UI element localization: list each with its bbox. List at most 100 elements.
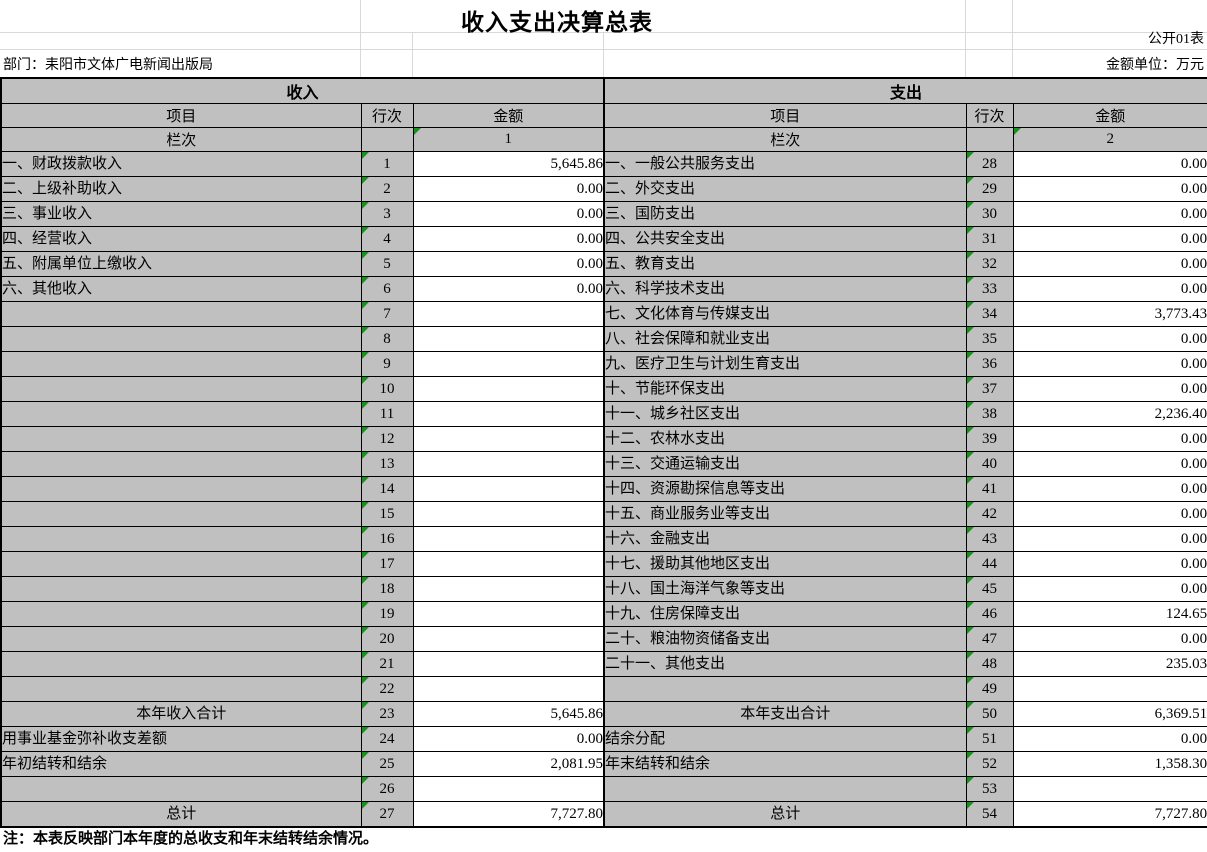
table-row: 五、附属单位上缴收入 5 0.00 五、教育支出 32 0.00 xyxy=(0,251,1207,277)
cell-flag-triangle-icon xyxy=(967,302,974,309)
footnote: 注：本表反映部门本年度的总收支和年末结转结余情况。 xyxy=(0,828,1207,852)
cell-flag-triangle-icon xyxy=(362,652,369,659)
gridline xyxy=(412,32,413,77)
expenditure-lanci-value: 2 xyxy=(1106,131,1115,147)
cell-flag-triangle-icon xyxy=(967,602,974,609)
cell-flag-triangle-icon xyxy=(362,152,369,159)
line-number-cell: 36 xyxy=(965,351,1014,377)
amount-cell: 0.00 xyxy=(412,201,605,227)
table-row: 三、事业收入 3 0.00 三、国防支出 30 0.00 xyxy=(0,201,1207,227)
amount-cell xyxy=(412,326,605,352)
table-row: 10 十、节能环保支出 37 0.00 xyxy=(0,376,1207,402)
line-number: 50 xyxy=(982,706,998,722)
item-label-cell xyxy=(0,501,362,527)
page-title: 收入支出决算总表 xyxy=(461,10,653,35)
line-number-cell: 12 xyxy=(360,426,414,452)
cell-flag-triangle-icon xyxy=(362,452,369,459)
sheet-header-area: 收入支出决算总表 公开01表 部门：耒阳市文体广电新闻出版局 金额单位：万元 xyxy=(0,0,1207,77)
line-number-cell: 53 xyxy=(965,776,1014,802)
item-label-cell: 十九、住房保障支出 xyxy=(603,601,967,627)
amount-cell: 0.00 xyxy=(1012,551,1207,577)
amount-cell: 0.00 xyxy=(1012,226,1207,252)
cell-flag-triangle-icon xyxy=(362,602,369,609)
item-label-cell: 结余分配 xyxy=(603,726,967,752)
line-number: 34 xyxy=(982,306,998,322)
amount-cell: 0.00 xyxy=(412,726,605,752)
line-number-cell: 20 xyxy=(360,626,414,652)
line-number-cell: 33 xyxy=(965,276,1014,302)
table-row: 7 七、文化体育与传媒支出 34 3,773.43 xyxy=(0,301,1207,327)
line-number: 19 xyxy=(379,606,395,622)
line-number: 51 xyxy=(982,731,998,747)
section-header-row: 收入 支出 xyxy=(0,77,1207,104)
item-label-cell: 十八、国土海洋气象等支出 xyxy=(603,576,967,602)
item-label-cell xyxy=(0,301,362,327)
cell-flag-triangle-icon xyxy=(362,302,369,309)
item-label-cell xyxy=(0,676,362,702)
item-label-cell: 七、文化体育与传媒支出 xyxy=(603,301,967,327)
amount-cell xyxy=(412,476,605,502)
col-header-income-line: 行次 xyxy=(360,103,414,128)
line-number: 24 xyxy=(379,731,395,747)
gridline xyxy=(1012,0,1013,77)
table-row: 22 49 xyxy=(0,676,1207,702)
table-row: 15 十五、商业服务业等支出 42 0.00 xyxy=(0,501,1207,527)
cell-flag-triangle-icon xyxy=(967,202,974,209)
cell-flag-triangle-icon xyxy=(967,477,974,484)
line-number: 44 xyxy=(982,556,998,572)
line-number: 23 xyxy=(379,706,395,722)
line-number-cell: 5 xyxy=(360,251,414,277)
cell-flag-triangle-icon xyxy=(362,177,369,184)
line-number: 15 xyxy=(379,506,395,522)
line-number-cell: 23 xyxy=(360,701,414,727)
line-number-cell: 6 xyxy=(360,276,414,302)
line-number-cell: 49 xyxy=(965,676,1014,702)
line-number-cell: 25 xyxy=(360,751,414,777)
line-number-cell: 46 xyxy=(965,601,1014,627)
cell-flag-triangle-icon xyxy=(362,427,369,434)
line-number-cell: 15 xyxy=(360,501,414,527)
amount-cell: 7,727.80 xyxy=(1012,801,1207,828)
line-number: 41 xyxy=(982,481,998,497)
cell-flag-triangle-icon xyxy=(362,677,369,684)
line-number: 48 xyxy=(982,656,998,672)
table-row: 8 八、社会保障和就业支出 35 0.00 xyxy=(0,326,1207,352)
line-number-cell: 29 xyxy=(965,176,1014,202)
line-number-cell: 30 xyxy=(965,201,1014,227)
cell-flag-triangle-icon xyxy=(967,402,974,409)
line-number: 21 xyxy=(379,656,395,672)
table-row: 总计 27 7,727.80 总计 54 7,727.80 xyxy=(0,801,1207,828)
cell-flag-triangle-icon xyxy=(362,227,369,234)
table-row: 四、经营收入 4 0.00 四、公共安全支出 31 0.00 xyxy=(0,226,1207,252)
cell-flag-triangle-icon xyxy=(362,577,369,584)
line-number: 6 xyxy=(383,281,391,297)
amount-cell: 6,369.51 xyxy=(1012,701,1207,727)
item-label-cell: 十五、商业服务业等支出 xyxy=(603,501,967,527)
line-number-cell: 47 xyxy=(965,626,1014,652)
cell-flag-triangle-icon xyxy=(967,577,974,584)
line-number-cell: 19 xyxy=(360,601,414,627)
line-number: 11 xyxy=(379,406,395,422)
cell-flag-triangle-icon xyxy=(967,252,974,259)
line-number: 7 xyxy=(383,306,391,322)
line-number: 25 xyxy=(379,756,395,772)
line-number-cell: 48 xyxy=(965,651,1014,677)
item-label-cell xyxy=(0,651,362,677)
amount-cell: 235.03 xyxy=(1012,651,1207,677)
table-row: 二、上级补助收入 2 0.00 二、外交支出 29 0.00 xyxy=(0,176,1207,202)
gridline xyxy=(603,32,604,77)
line-number-cell: 13 xyxy=(360,451,414,477)
line-number-cell: 44 xyxy=(965,551,1014,577)
expenditure-lanci-line-cell xyxy=(965,127,1014,152)
cell-flag-triangle-icon xyxy=(967,777,974,784)
amount-cell: 0.00 xyxy=(1012,376,1207,402)
line-number: 54 xyxy=(982,806,998,822)
table-row: 年初结转和结余 25 2,081.95 年末结转和结余 52 1,358.30 xyxy=(0,751,1207,777)
line-number-cell: 50 xyxy=(965,701,1014,727)
amount-cell: 0.00 xyxy=(412,251,605,277)
line-number-cell: 22 xyxy=(360,676,414,702)
line-number: 32 xyxy=(982,256,998,272)
line-number-cell: 28 xyxy=(965,151,1014,177)
line-number: 26 xyxy=(379,781,395,797)
amount-cell: 0.00 xyxy=(412,226,605,252)
